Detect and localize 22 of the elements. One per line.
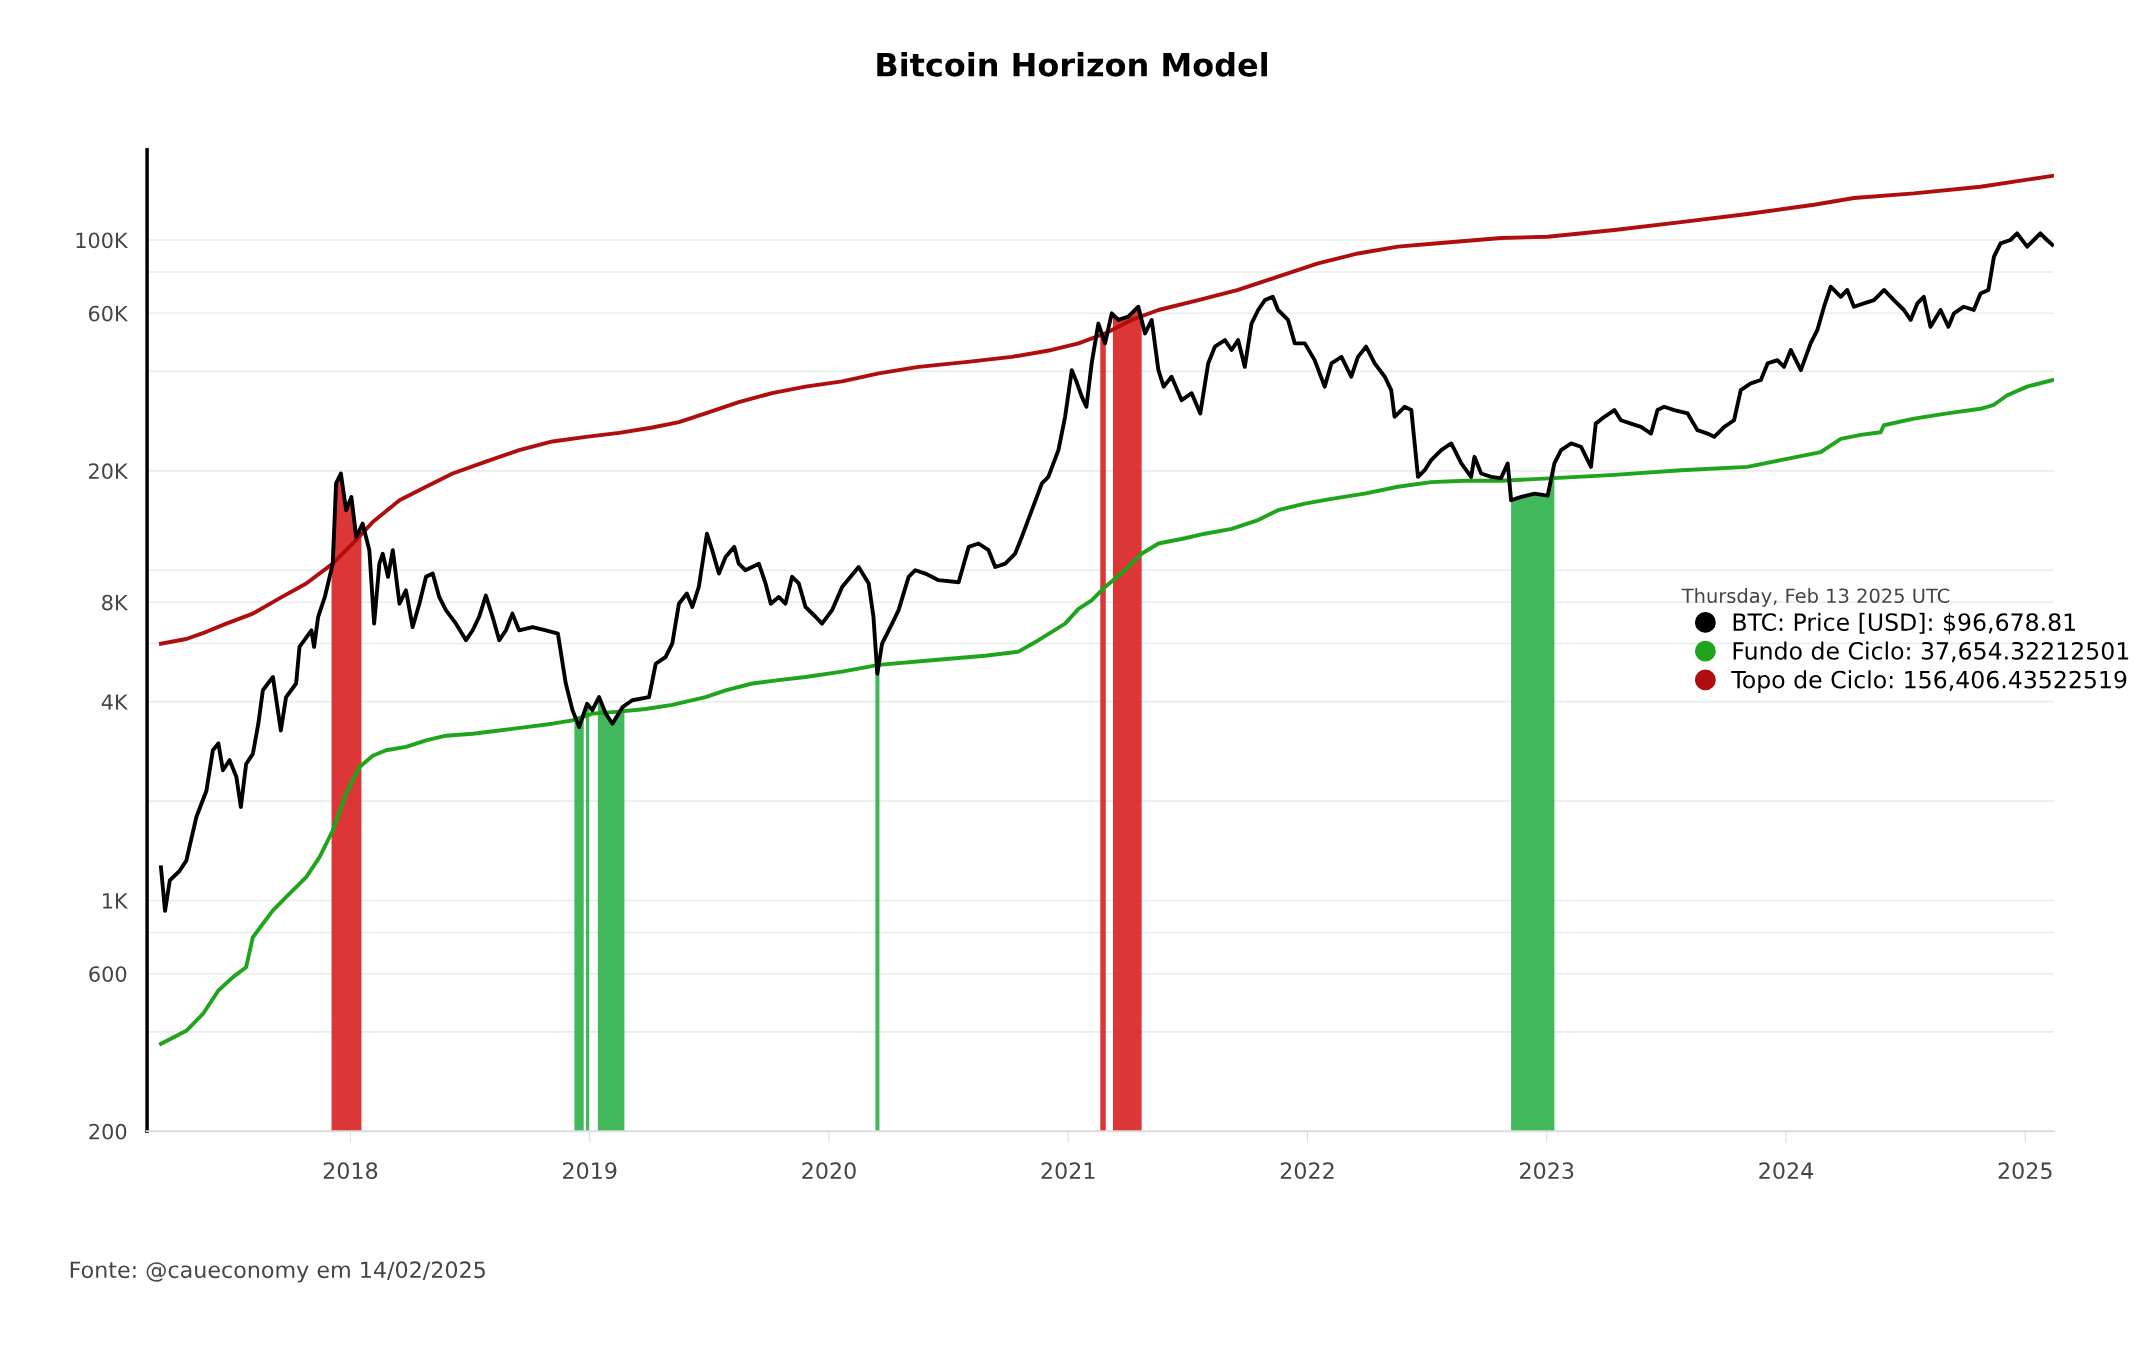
x-tick-label: 2019 bbox=[563, 1162, 617, 1180]
y-tick-label: 600 bbox=[89, 966, 127, 982]
x-tick-label: 2023 bbox=[1520, 1162, 1574, 1180]
y-tick-label: 8K bbox=[102, 594, 129, 611]
y-tick-label: 1K bbox=[103, 893, 129, 909]
x-tick-label: 2020 bbox=[802, 1162, 856, 1180]
x-tick-label: 2024 bbox=[1759, 1162, 1814, 1180]
y-tick-label: 4K bbox=[101, 694, 129, 710]
legend-label: Fundo de Ciclo: 37,654.32212501 bbox=[1733, 641, 2129, 663]
y-tick-label: 200 bbox=[89, 1123, 127, 1140]
x-tick-label: 2021 bbox=[1041, 1162, 1095, 1180]
x-tick-label: 2025 bbox=[1998, 1162, 2052, 1180]
legend-label: Topo de Ciclo: 156,406.43522519 bbox=[1731, 670, 2127, 694]
x-tick-label: 2022 bbox=[1280, 1162, 1334, 1180]
x-tick-label: 2018 bbox=[323, 1162, 378, 1180]
y-tick-label: 60K bbox=[88, 305, 129, 322]
source-note: Fonte: @caueconomy em 14/02/2025 bbox=[70, 1261, 485, 1283]
y-tick-label: 20K bbox=[88, 463, 129, 480]
legend-label: BTC: Price [USD]: $96,678.81 bbox=[1733, 612, 2075, 635]
y-tick-label: 100K bbox=[76, 232, 129, 249]
legend-title: Thursday, Feb 13 2025 UTC bbox=[1681, 588, 1950, 607]
chart-title: Bitcoin Horizon Model bbox=[877, 52, 1267, 77]
